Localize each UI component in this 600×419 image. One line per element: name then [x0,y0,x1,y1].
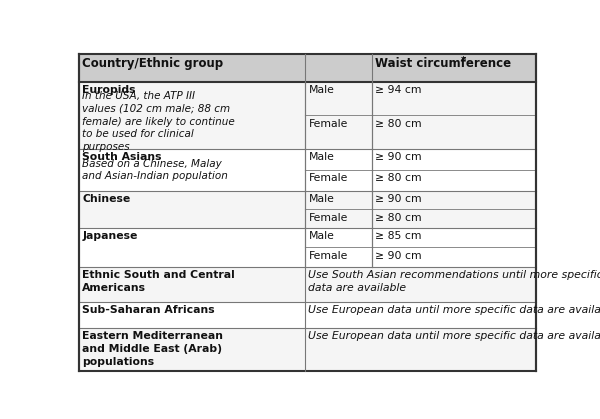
Text: ≥ 90 cm: ≥ 90 cm [375,153,422,163]
Bar [79,191,536,228]
Text: Chinese: Chinese [82,194,131,204]
Text: ≥ 94 cm: ≥ 94 cm [375,85,422,95]
Text: ≥ 90 cm: ≥ 90 cm [375,251,422,261]
Text: Use European data until more specific data are available: Use European data until more specific da… [308,331,600,341]
Text: In the USA, the ATP III
values (102 cm male; 88 cm
female) are likely to continu: In the USA, the ATP III values (102 cm m… [82,91,235,152]
Bar [79,82,536,149]
Bar [79,228,536,267]
Text: Male: Male [308,194,334,204]
Text: ≥ 80 cm: ≥ 80 cm [375,119,422,129]
Text: ≥ 85 cm: ≥ 85 cm [375,231,422,241]
Bar [79,54,536,82]
Text: Sub-Saharan Africans: Sub-Saharan Africans [82,305,215,315]
Text: Male: Male [308,153,334,163]
Text: ≥ 80 cm: ≥ 80 cm [375,213,422,222]
Bar [79,267,536,302]
Bar [79,328,536,371]
Text: Female: Female [308,213,348,222]
Text: Eastern Mediterranean
and Middle East (Arab)
populations: Eastern Mediterranean and Middle East (A… [82,331,223,367]
Text: Use European data until more specific data are available: Use European data until more specific da… [308,305,600,315]
Text: Female: Female [308,119,348,129]
Text: Male: Male [308,231,334,241]
Bar [79,302,536,328]
Text: Japanese: Japanese [82,231,138,241]
Text: Use South Asian recommendations until more specific
data are available: Use South Asian recommendations until mo… [308,270,600,293]
Text: ≥ 80 cm: ≥ 80 cm [375,173,422,184]
Text: Female: Female [308,173,348,184]
Text: Waist circumference: Waist circumference [375,57,511,70]
Text: Male: Male [308,85,334,95]
Text: Based on a Chinese, Malay
and Asian-Indian population: Based on a Chinese, Malay and Asian-Indi… [82,159,229,181]
Text: South Asians: South Asians [82,153,162,163]
Text: Europids: Europids [82,85,136,95]
Text: Country/Ethnic group: Country/Ethnic group [82,57,224,70]
Bar [79,149,536,191]
Text: Ethnic South and Central
Americans: Ethnic South and Central Americans [82,270,235,293]
Text: *: * [460,56,466,66]
Text: ≥ 90 cm: ≥ 90 cm [375,194,422,204]
Text: Female: Female [308,251,348,261]
